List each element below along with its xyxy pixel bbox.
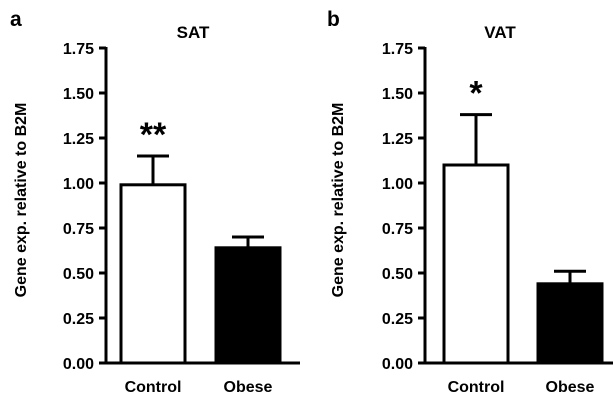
y-tick-label: 1.75 [382, 41, 413, 58]
chart-title: SAT [177, 23, 210, 42]
bar [442, 163, 510, 365]
panel-label: b [327, 8, 340, 31]
x-tick-label: Obese [224, 379, 273, 396]
plot-area: 0.00 0.25 0.50 0.75 1.00 1.25 1.50 1.75 Control *… [63, 41, 300, 396]
plot-area: 0.00 0.25 0.50 0.75 1.00 1.25 1.50 1.75 Control *… [382, 41, 613, 396]
y-tick-label: 1.25 [63, 131, 94, 148]
y-tick-label: 1.00 [63, 176, 94, 193]
x-tick-label: Control [125, 379, 182, 396]
y-tick-label: 1.50 [63, 86, 94, 103]
y-tick-label: 0.50 [63, 266, 94, 283]
bar [214, 246, 282, 365]
panel-label: a [10, 8, 22, 31]
y-tick-label: 0.00 [382, 356, 413, 373]
y-tick-label: 1.50 [382, 86, 413, 103]
significance-marker: * [469, 75, 483, 113]
y-tick-label: 1.25 [382, 131, 413, 148]
y-tick-label: 0.75 [63, 221, 94, 238]
x-tick-label: Obese [546, 379, 595, 396]
y-tick-label: 0.75 [382, 221, 413, 238]
y-tick-label: 0.25 [382, 311, 413, 328]
y-tick-label: 1.75 [63, 41, 94, 58]
bar [119, 183, 187, 365]
significance-marker: ** [140, 116, 167, 154]
chart-title: VAT [484, 23, 516, 42]
x-tick-label: Control [448, 379, 505, 396]
bar [536, 282, 604, 365]
panel-a: a SAT Gene exp. relative to B2M 0.00 0.25… [10, 8, 300, 396]
y-tick-label: 0.00 [63, 356, 94, 373]
y-axis-label: Gene exp. relative to B2M [330, 103, 347, 298]
y-tick-label: 0.25 [63, 311, 94, 328]
y-tick-label: 1.00 [382, 176, 413, 193]
panel-b: b VAT Gene exp. relative to B2M 0.00 0.25… [327, 8, 613, 396]
y-tick-label: 0.50 [382, 266, 413, 283]
y-axis-label: Gene exp. relative to B2M [13, 103, 30, 298]
